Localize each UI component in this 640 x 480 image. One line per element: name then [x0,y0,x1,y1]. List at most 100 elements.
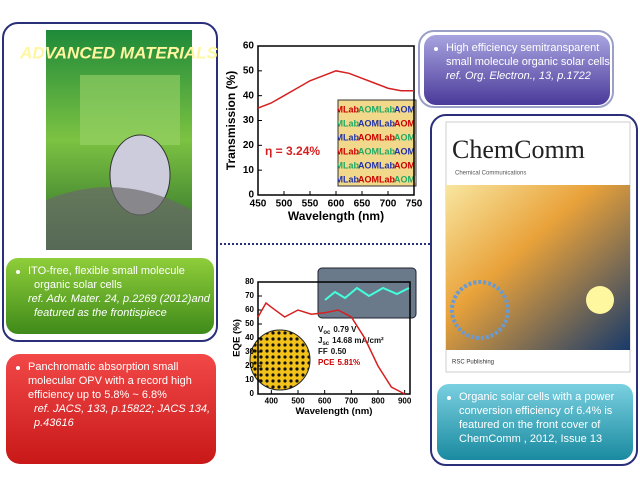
y-tick-label: 60 [243,41,255,52]
caption-line: ITO-free, flexible small molecule [28,265,185,277]
inset-label: AOMLab [322,146,360,156]
inset-label: AOMLab [322,174,360,184]
x-tick-label: 800 [371,396,385,405]
parameter-value: 14.68 mA/cm² [332,336,384,345]
y-tick-label: 40 [245,333,254,342]
data-line [257,301,406,395]
inset-label: AOMLab [358,160,396,170]
inset-label: AOMLab [358,146,396,156]
caption-line: p.43616 [34,417,74,429]
chemcomm-frame [430,114,638,466]
bullet [16,366,20,370]
x-tick-label: 600 [318,396,332,405]
caption-line: Organic solar cells with a power [459,391,615,403]
cover-text-block [80,75,180,145]
caption-line: organic solar cells [34,279,123,291]
inset-photo [337,99,417,187]
jacs-caption: Panchromatic absorption small molecular … [6,354,216,464]
parameter-sub: sc [322,341,329,347]
inset-label: AOMLab [322,132,360,142]
caption-line: small molecule organic solar cells [446,56,610,68]
inset-label: AOMLab [358,132,396,142]
inset-label: AOMLab [394,118,432,128]
molecule [324,286,410,301]
y-tick-label: 80 [245,277,254,286]
cover-title: ChemComm [452,135,585,164]
data-line [257,70,414,109]
parameter: FF 0.50 [318,347,347,356]
caption-line: featured as the frontispiece [34,307,167,319]
x-axis-label: Wavelength (nm) [288,209,384,223]
inset-label: AOMLab [394,146,432,156]
parameter-value: 0.50 [331,347,347,356]
caption-line: Panchromatic absorption small [28,361,179,373]
bullet [447,396,451,400]
inset-label: AOMLab [358,174,396,184]
cover-title: ADVANCED MATERIALS [19,43,218,62]
org-frame [418,30,614,108]
molecule-inset [317,267,417,319]
caption-line: ref. Adv. Mater. 24, p.2269 (2012)and [28,293,210,305]
x-tick-label: 450 [250,199,267,210]
caption-line: conversion efficiency of 6.4% is [459,405,613,417]
x-tick-label: 650 [354,199,371,210]
caption-line: ref. JACS, 133, p.15822; JACS 134, [34,403,211,415]
inset-label: AOMLab [358,118,396,128]
cover-subtitle: Chemical Communications [455,171,526,177]
x-tick-label: 500 [276,199,293,210]
x-axis-label: Wavelength (nm) [296,406,373,417]
y-axis-label: EQE (%) [232,319,243,357]
inset-label: AOMLab [358,104,396,114]
parameter-symbol: FF [318,347,328,356]
x-tick-label: 750 [406,199,423,210]
y-tick-label: 70 [245,291,254,300]
inset-label: AOMLab [322,104,360,114]
caption-line: molecular OPV with a record high [28,375,192,387]
org-caption: High efficiency semitransparent small mo… [424,35,610,105]
y-tick-label: 10 [243,165,255,176]
cover-bulb [586,286,614,314]
inset-label: AOMLab [394,174,432,184]
adv-mater-frame [2,22,218,342]
y-tick-label: 50 [243,65,255,76]
chemcomm-caption: Organic solar cells with a power convers… [437,384,633,460]
inset-label: AOMLab [322,118,360,128]
inset-label: AOMLab [394,104,432,114]
parameter-sub: oc [323,330,331,336]
parameter: Jsc 14.68 mA/cm² [318,336,384,346]
y-tick-label: 60 [245,305,254,314]
caption-line: featured on the front cover of [459,419,601,431]
y-tick-label: 0 [250,389,255,398]
y-tick-label: 40 [243,90,255,101]
y-axis-label: Transmission (%) [224,71,238,170]
caption-line: ChemComm , 2012, Issue 13 [459,433,603,445]
annotation: η = 3.24% [265,144,320,158]
parameter: Voc 0.79 V [318,325,357,335]
cover-film [46,187,192,250]
parameter: PCE 5.81% [318,358,360,367]
caption-line: ref. Org. Electron., 13, p.1722 [446,70,591,82]
cover-publisher: RSC Publishing [452,360,494,366]
caption-line: High efficiency semitransparent [446,42,600,54]
bullet [16,270,20,274]
inset-label: AOMLab [322,160,360,170]
x-tick-label: 700 [380,199,397,210]
adv-mater-caption: ITO-free, flexible small molecule organi… [6,258,214,334]
cover-art [446,185,630,350]
y-tick-label: 10 [245,375,254,384]
bullet [434,47,438,51]
parameter-value: 0.79 V [333,325,357,334]
inset-label: AOMLab [394,160,432,170]
fullerene [249,329,311,391]
x-tick-label: 600 [328,199,345,210]
x-tick-label: 500 [291,396,305,405]
y-tick-label: 50 [245,319,254,328]
cover-fullerene [450,280,510,340]
x-tick-label: 400 [265,396,279,405]
x-tick-label: 550 [302,199,319,210]
